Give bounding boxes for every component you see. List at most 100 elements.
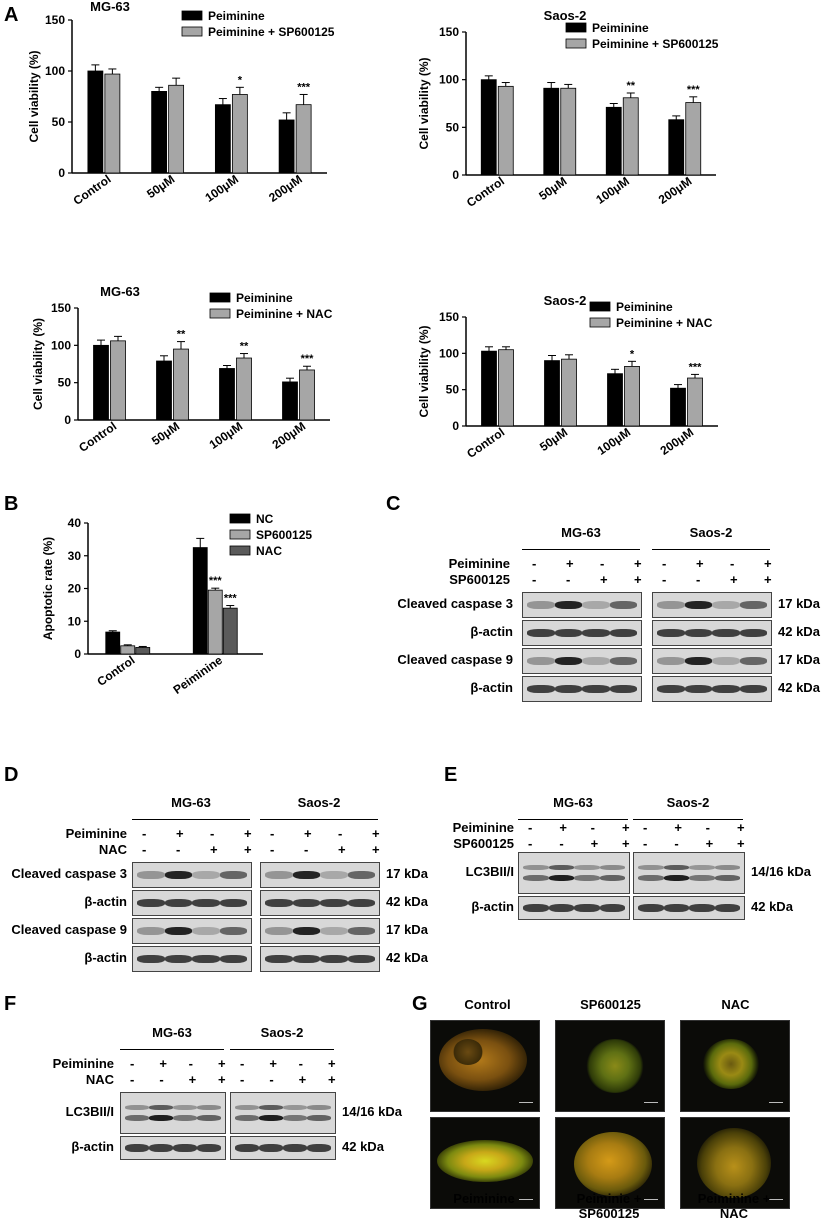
significance-a4: * [630, 348, 635, 360]
bar-b-2-1 [222, 607, 238, 655]
significance-a1: *** [297, 81, 311, 93]
blot-band [599, 865, 625, 870]
y-tick-label-a2: 150 [439, 25, 459, 39]
bar-a3-1-2 [236, 357, 252, 421]
blot-strip [518, 852, 630, 894]
blot-band [197, 1115, 221, 1121]
blot-row-kda: 14/16 kDa [342, 1104, 402, 1119]
significance-a4: *** [689, 361, 703, 373]
significance-a3: ** [177, 329, 186, 341]
cell-line-header: MG-63 [561, 525, 601, 540]
treatment-sign: + [304, 826, 312, 841]
blot-strip [652, 592, 772, 618]
treatment-sign: + [634, 572, 642, 587]
x-tick-label-a1: 200μM [266, 172, 305, 205]
bar-a2-0-0 [480, 79, 497, 176]
treatment-sign: + [328, 1072, 336, 1087]
cell-line-header: Saos-2 [297, 795, 341, 810]
blot-band [523, 865, 549, 870]
blot-band [283, 1115, 307, 1121]
blot-band [714, 904, 740, 912]
y-axis-label-a1: Cell viability (%) [27, 50, 41, 142]
blot-band [599, 875, 625, 881]
treatment-label: Peiminine [452, 820, 514, 835]
blot-strip [260, 918, 380, 944]
treatment-sign: - [643, 836, 648, 851]
treatment-sign: - [142, 842, 147, 857]
blot-row-kda: 17 kDa [386, 866, 428, 881]
significance-a2: *** [687, 84, 701, 96]
blot-band [283, 1144, 307, 1152]
blot-strip [522, 592, 642, 618]
treatment-sign: + [559, 820, 567, 835]
y-tick-label-a2: 100 [439, 73, 459, 87]
y-tick-label-a4: 100 [439, 346, 459, 360]
blot-band [714, 875, 740, 881]
blot-band [523, 904, 549, 912]
blot-row-label: Cleaved caspase 9 [11, 922, 127, 937]
micro-title-control: Control [464, 997, 511, 1012]
x-tick-label-b: Control [94, 653, 137, 689]
y-tick-label-a3: 150 [51, 301, 71, 315]
blot-band [527, 629, 555, 637]
blot-row-kda: 17 kDa [386, 922, 428, 937]
y-tick-label-b: 10 [68, 614, 82, 628]
panel-label-g: G [412, 993, 428, 1015]
cell-line-header: MG-63 [152, 1025, 192, 1040]
blot-strip [260, 946, 380, 972]
bar-b-0-1 [192, 547, 208, 655]
blot-band [684, 685, 712, 693]
bar-a3-1-3 [299, 369, 315, 421]
cell-line-header: Saos-2 [260, 1025, 304, 1040]
treatment-sign: + [159, 1056, 167, 1071]
legend-swatch-b [229, 529, 251, 540]
bar-b-0-0 [105, 631, 121, 655]
blot-band [712, 657, 740, 665]
western-blot-panel-c: MG-63 Saos-2 Peiminine - + - + - + - + SP600125- - + +… [380, 520, 820, 740]
blot-band [689, 865, 715, 870]
western-blot-panel-f: MG-63 Saos-2 Peiminine - + - + - + - + NAC - - + + - - + + L… [20, 1020, 410, 1220]
blot-row-label: β-actin [471, 899, 514, 914]
blot-band [192, 871, 220, 879]
blot-band [164, 871, 192, 879]
panel-label-a: A [4, 4, 19, 26]
treatment-label: Peiminine [52, 1056, 114, 1071]
treatment-sign: + [269, 1056, 277, 1071]
blot-strip [260, 890, 380, 916]
y-tick-label-b: 30 [68, 549, 82, 563]
blot-band [574, 904, 600, 912]
blot-row-kda: 42 kDa [386, 950, 428, 965]
blot-band [125, 1144, 149, 1152]
blot-band [173, 1144, 197, 1152]
treatment-sign: + [244, 826, 252, 841]
chart-title-a1: MG-63 [90, 0, 130, 14]
significance-b: *** [209, 575, 223, 587]
blot-band [527, 685, 555, 693]
micro-caption-peiminie-sp600125: Peiminie + SP600125 [576, 1191, 642, 1221]
blot-band [137, 871, 165, 879]
treatment-sign: - [590, 820, 595, 835]
blot-strip [652, 648, 772, 674]
blot-band [259, 1144, 283, 1152]
blot-band [638, 904, 664, 912]
y-tick-label-a1: 150 [45, 13, 65, 27]
micrograph-sp600125 [555, 1020, 665, 1112]
blot-strip [132, 946, 252, 972]
treatment-sign: - [130, 1056, 135, 1071]
treatment-sign: + [600, 572, 608, 587]
blot-band [582, 657, 610, 665]
bar-a3-0-3 [282, 381, 298, 421]
legend-label-b: SP600125 [256, 528, 312, 542]
bar-a2-0-3 [668, 119, 685, 176]
treatment-sign: + [218, 1072, 226, 1087]
blot-band [712, 629, 740, 637]
micro-caption-peiminine-nac: Peiminine + NAC [697, 1191, 771, 1221]
blot-band [684, 629, 712, 637]
blot-strip [522, 676, 642, 702]
micro-title-nac: NAC [721, 997, 750, 1012]
blot-band [137, 927, 165, 935]
treatment-label: SP600125 [453, 836, 514, 851]
blot-band [582, 629, 610, 637]
legend-label-b: NAC [256, 544, 282, 558]
blot-band [739, 657, 767, 665]
